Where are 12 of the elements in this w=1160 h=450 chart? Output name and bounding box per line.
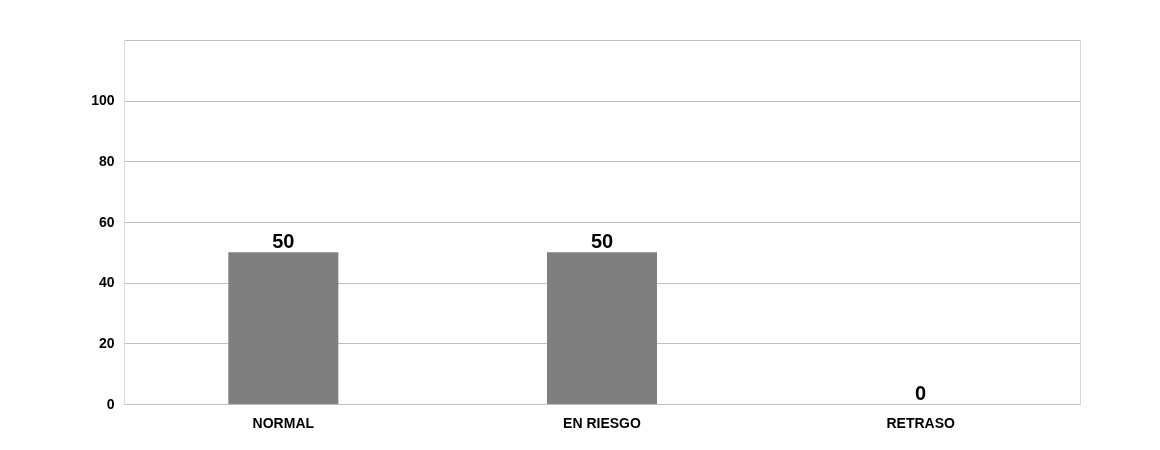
- data-label: 0: [915, 382, 927, 404]
- y-tick-label: 0: [106, 395, 115, 412]
- data-label: 50: [272, 230, 295, 253]
- y-tick-label: 20: [98, 334, 115, 351]
- x-tick-label: NORMAL: [252, 414, 315, 431]
- y-tick-label: 100: [91, 92, 115, 109]
- y-tick-label: 80: [98, 152, 115, 169]
- y-tick-label: 60: [98, 213, 115, 230]
- y-tick-label: 40: [98, 274, 115, 291]
- x-tick-label: EN RIESGO: [563, 414, 641, 431]
- x-tick-label: RETRASO: [886, 414, 955, 431]
- data-label: 50: [590, 230, 614, 253]
